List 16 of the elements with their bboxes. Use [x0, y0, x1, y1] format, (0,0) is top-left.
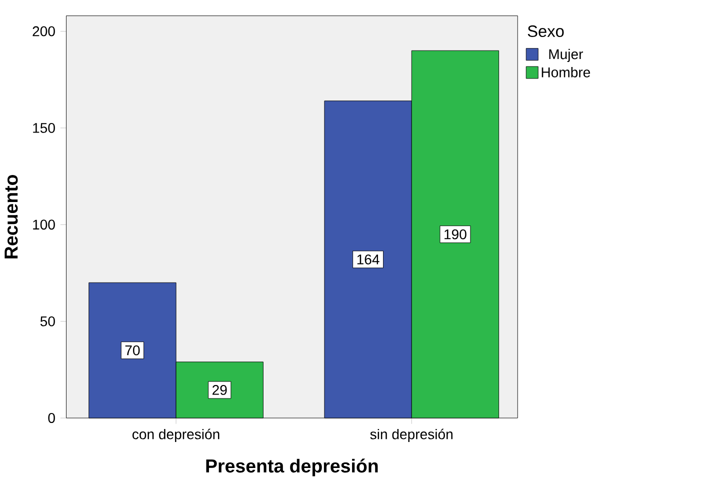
y-axis-title: Recuento — [4, 174, 18, 258]
data-label: 29 — [212, 384, 227, 395]
x-tick-label: con depresión — [132, 428, 220, 442]
x-tick-label: sin depresión — [370, 428, 452, 442]
x-axis-title: Presenta depresión — [206, 458, 378, 476]
legend-label: Mujer — [549, 48, 584, 62]
data-label: 190 — [444, 229, 466, 240]
data-label: 164 — [357, 254, 380, 264]
y-tick-label: 50 — [40, 316, 55, 326]
legend-label: Hombre — [542, 66, 590, 78]
data-label: 70 — [125, 345, 140, 356]
y-tick-label: 100 — [33, 220, 55, 230]
legend-title: Sexo — [528, 25, 564, 37]
y-tick-label: 200 — [32, 26, 55, 36]
y-tick-label: 0 — [48, 412, 55, 423]
y-tick-label: 150 — [33, 122, 55, 133]
